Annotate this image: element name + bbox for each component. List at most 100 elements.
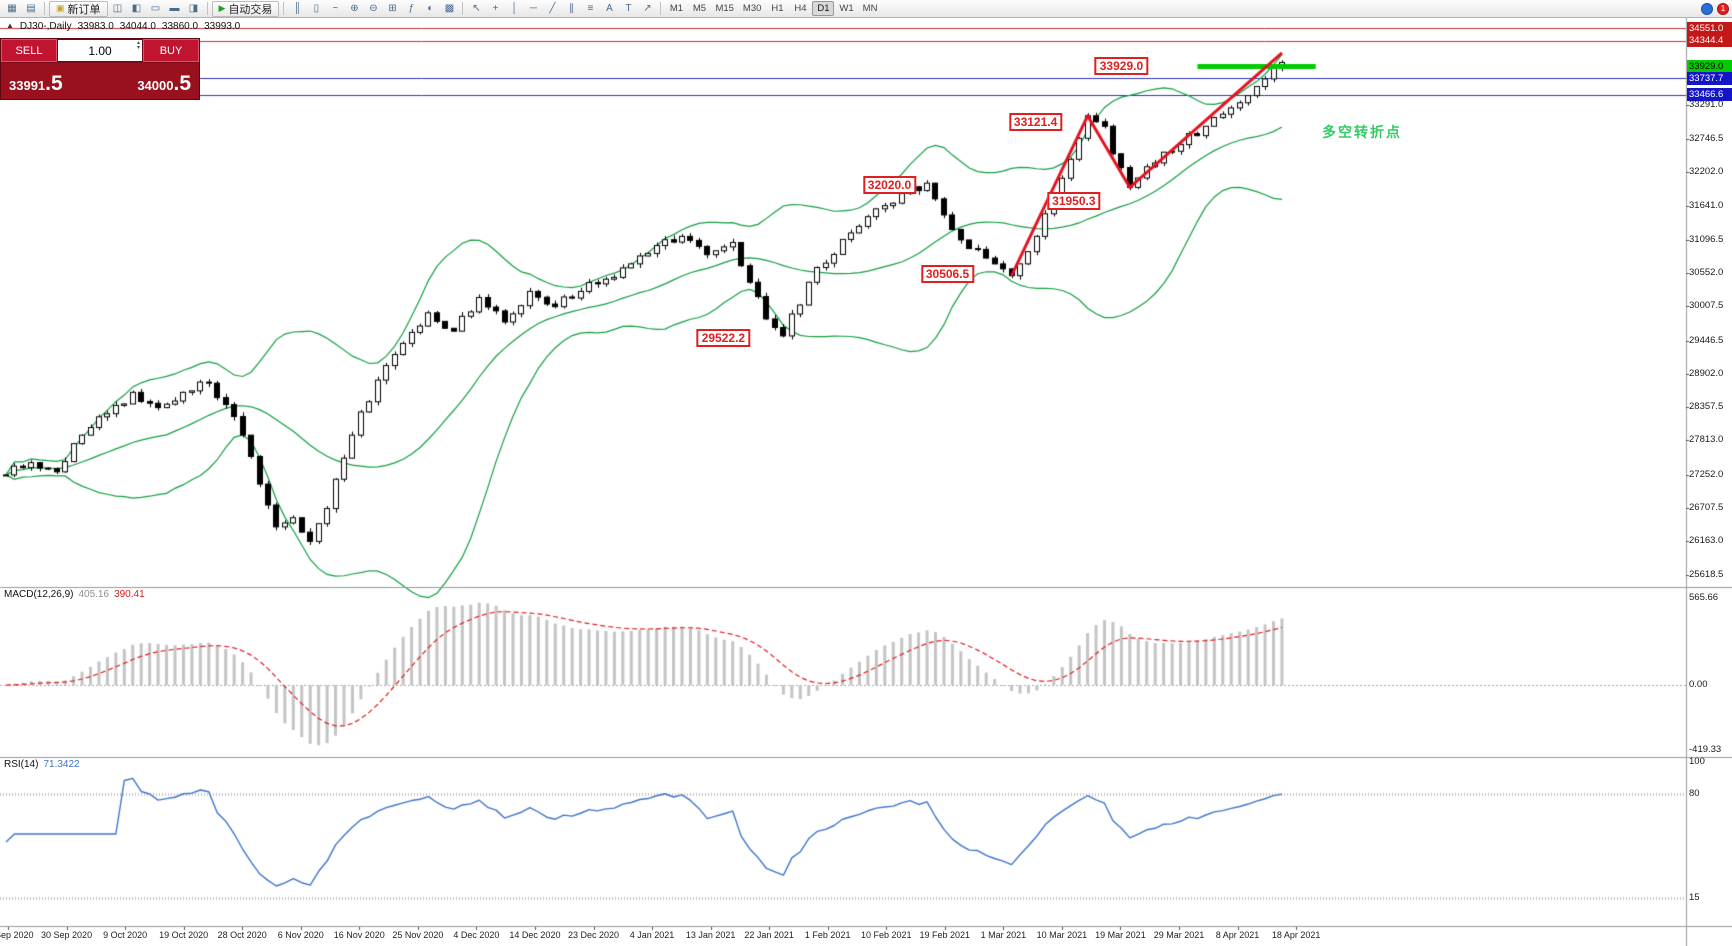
price-axis-label: 32202.0 [1689,166,1724,177]
periods-icon[interactable]: ◐ [421,1,439,16]
timeframe-w1[interactable]: W1 [835,1,857,16]
templates-icon[interactable]: ▩ [440,1,458,16]
rsi-name: RSI(14) [4,759,39,770]
text-icon[interactable]: A [600,1,618,16]
candlestick-chart-icon[interactable]: ▯ [307,1,325,16]
new-order-label: 新订单 [67,3,101,16]
auto-trading-button[interactable]: ▶ 自动交易 [211,0,280,17]
channel-icon[interactable]: ∥ [562,1,580,16]
buy-price-frac: .5 [173,72,191,95]
price-annotation: 31950.3 [1047,192,1101,211]
rsi-label: RSI(14) 71.3422 [4,759,80,770]
timeframe-h4[interactable]: H4 [789,1,811,16]
time-axis-label: 4 Dec 2020 [453,930,500,940]
price-axis-label: 27252.0 [1689,468,1724,480]
price-chart-canvas[interactable] [0,18,1732,946]
toolbar-drawing-icons: ↖ + │ ─ ╱ ∥ ≡ A T ↗ [467,1,656,16]
tile-windows-icon[interactable]: ⊞ [383,1,401,16]
time-axis-label: 1 Feb 2021 [804,930,851,940]
sell-button[interactable]: SELL [1,39,57,62]
terminal-icon[interactable]: ▬ [166,1,184,16]
toolbar-left-icons: ▦ ▤ [3,1,40,16]
macd-signal-value: 390.41 [114,589,145,600]
new-order-button[interactable]: ▣ 新订单 [49,0,108,17]
timeframe-m1[interactable]: M1 [665,1,687,16]
rsi-value: 71.3422 [43,759,80,770]
time-axis-label: 22 Jan 2021 [744,930,794,940]
sell-price-frac: .5 [45,72,63,95]
time-axis-label: 1 Mar 2021 [980,930,1027,940]
new-chart-icon[interactable]: ▦ [3,1,21,16]
price-axis-badge: 34344.4 [1687,34,1732,48]
time-axis-label: 4 Jan 2021 [629,930,675,940]
navigator-icon[interactable]: ▭ [147,1,165,16]
chart-window: ▲ DJ30-,Daily 33983.0 34044.0 33860.0 33… [0,18,1732,946]
strategy-tester-icon[interactable]: ◨ [185,1,203,16]
price-axis-label: 31096.5 [1689,233,1724,245]
line-chart-icon[interactable]: ~ [326,1,344,16]
symbol-marker-icon: ▲ [6,21,14,30]
bar-chart-icon[interactable]: ║ [288,1,306,16]
new-order-icon: ▣ [56,3,65,13]
toolbar-notification-badges: 1 [1698,2,1729,15]
auto-trading-play-icon: ▶ [218,3,226,13]
time-axis-label: 13 Jan 2021 [685,930,736,940]
time-axis-label: 29 Mar 2021 [1153,930,1205,940]
timeframe-m5[interactable]: M5 [688,1,710,16]
timeframe-d1[interactable]: D1 [812,1,835,16]
toolbar-separator [283,2,285,15]
ohlc-high: 34044.0 [119,21,156,32]
price-axis-label: 33291.0 [1689,99,1724,111]
trendline-icon[interactable]: ╱ [543,1,561,16]
price-axis-label: 31641.0 [1689,200,1724,212]
rsi-scale-label: 100 [1689,756,1705,767]
profiles-icon[interactable]: ▤ [22,1,40,16]
price-axis-badge: 33929.0 [1687,59,1732,73]
volume-value: 1.00 [88,43,112,58]
volume-increment-button[interactable]: ▴ [136,40,140,46]
price-annotation: 29522.2 [696,328,751,347]
data-window-icon[interactable]: ◧ [128,1,146,16]
time-axis-label: 6 Nov 2020 [277,930,324,940]
timeframe-m30[interactable]: M30 [739,1,765,16]
price-axis-label: 29446.5 [1689,334,1724,346]
zoom-out-icon[interactable]: ⊖ [364,1,382,16]
toolbar-window-icons: ◫ ◧ ▭ ▬ ◨ [109,1,203,16]
timeframe-h1[interactable]: H1 [766,1,788,16]
timeframe-toolbar: M1 M5 M15 M30 H1 H4 D1 W1 MN [665,1,881,16]
macd-scale-label: -419.33 [1689,744,1722,755]
price-axis-label: 28902.0 [1689,367,1724,379]
time-axis-label: 8 Apr 2021 [1215,930,1260,940]
alert-badge[interactable]: 1 [1717,2,1729,15]
price-annotation: 30506.5 [920,264,975,283]
volume-field[interactable]: 1.00 ▴ ▾ [57,39,143,62]
price-annotation: 33929.0 [1094,57,1149,76]
horizontal-line-icon[interactable]: ─ [524,1,542,16]
rsi-scale-label: 80 [1689,788,1700,799]
time-axis-label: 9 Oct 2020 [103,930,148,940]
timeframe-mn[interactable]: MN [859,1,882,16]
vertical-line-icon[interactable]: │ [505,1,523,16]
volume-decrement-button[interactable]: ▾ [136,45,140,51]
buy-button[interactable]: BUY [143,39,199,62]
chat-badge[interactable] [1701,2,1713,15]
zoom-in-icon[interactable]: ⊕ [345,1,363,16]
price-axis-badge: 33466.6 [1687,88,1732,102]
fibonacci-icon[interactable]: ≡ [581,1,599,16]
label-icon[interactable]: T [619,1,637,16]
buy-price: 34000.5 [137,72,191,96]
timeframe-m15[interactable]: M15 [711,1,737,16]
indicators-icon[interactable]: ƒ [402,1,420,16]
macd-label: MACD(12,26,9) 405.16 390.41 [4,589,145,600]
arrows-icon[interactable]: ↗ [638,1,656,16]
market-watch-icon[interactable]: ◫ [109,1,127,16]
ohlc-low: 33860.0 [161,21,199,32]
macd-scale-label: 565.66 [1689,592,1719,603]
symbol-title: DJ30-,Daily [19,21,72,32]
top-toolbar: ▦ ▤ ▣ 新订单 ◫ ◧ ▭ ▬ ◨ ▶ 自动交易 ║ ▯ ~ ⊕ ⊖ ⊞ ƒ ◐ ▩ ↖ + │ ─ ╱ ∥ ≡ A… [0,0,1732,18]
time-axis-label: 25 Nov 2020 [392,930,444,940]
crosshair-icon[interactable]: + [486,1,504,16]
cursor-icon[interactable]: ↖ [467,1,485,16]
time-axis-label: 19 Mar 2021 [1095,930,1146,940]
macd-scale-label: 0.00 [1689,679,1708,691]
